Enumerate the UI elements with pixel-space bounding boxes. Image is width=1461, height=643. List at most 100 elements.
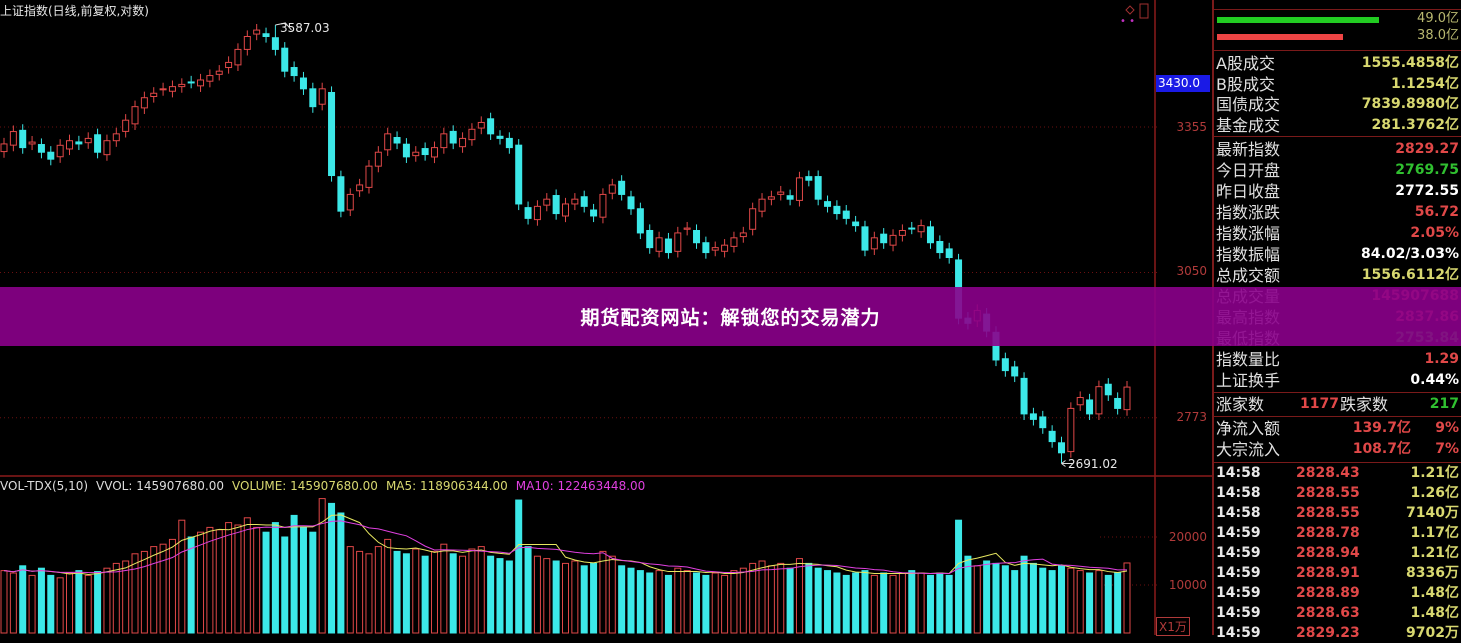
- candle-down: [580, 196, 588, 207]
- volume-bar-down: [271, 522, 279, 634]
- outflow-bar-value: 38.0亿: [1417, 28, 1459, 43]
- volume-bar-down: [515, 499, 523, 634]
- volume-indicator-name: VOL-TDX(5,10): [0, 479, 89, 493]
- volume-bar-down: [496, 558, 504, 634]
- volume-bar-up: [1076, 570, 1084, 634]
- stat-label: 指数量比: [1216, 350, 1281, 369]
- tick-time: 14:59: [1216, 625, 1261, 641]
- volume-bar-down: [590, 562, 598, 634]
- candle-up: [215, 70, 223, 75]
- candle-up: [683, 227, 691, 230]
- stat-value: 2.05%: [1410, 225, 1459, 241]
- candle-up: [711, 247, 719, 251]
- volume-bar-down: [852, 572, 860, 634]
- price-volume-chart[interactable]: • •: [0, 0, 1212, 635]
- candle-up: [206, 75, 214, 82]
- candle-up: [459, 137, 467, 148]
- candle-up: [889, 234, 897, 246]
- tick-amount: 8336万: [1406, 565, 1459, 581]
- volume-bar-down: [805, 562, 813, 634]
- volume-bar-up: [1123, 562, 1131, 634]
- volume-bar-down: [337, 512, 345, 634]
- volume-bar-up: [197, 531, 205, 634]
- candle-up: [150, 92, 158, 97]
- volume-bar-up: [318, 498, 326, 634]
- stat-value: 0.44%: [1410, 372, 1459, 388]
- candle-up: [112, 133, 120, 142]
- volume-bar-down: [964, 555, 972, 634]
- candle-up: [468, 128, 476, 141]
- tick-row: 14:58 2828.55 7140万: [1216, 503, 1459, 523]
- candle-down: [515, 144, 523, 205]
- volume-bar-up: [365, 553, 373, 634]
- volume-bar-down: [262, 531, 270, 634]
- stat-value: 1556.6112亿: [1361, 267, 1459, 283]
- candle-down: [328, 91, 336, 177]
- volume-bar-up: [777, 562, 785, 634]
- candle-up: [253, 29, 261, 35]
- candle-up: [84, 137, 92, 144]
- outflow-bar: [1217, 34, 1343, 40]
- candle-up: [56, 144, 64, 158]
- flow-row: 大宗流入 108.7亿 7%: [1216, 439, 1459, 460]
- volume-bar-up: [0, 570, 8, 634]
- candle-up: [1123, 386, 1131, 411]
- candle-down: [786, 195, 794, 200]
- candle-down: [702, 242, 710, 254]
- stat-value: 281.3762亿: [1371, 117, 1459, 134]
- stat-row: 今日开盘 2769.75: [1216, 160, 1459, 181]
- tick-amount: 1.17亿: [1410, 525, 1459, 541]
- candle-down: [505, 137, 513, 149]
- tick-row: 14:59 2828.78 1.17亿: [1216, 523, 1459, 543]
- volume-bar-up: [674, 567, 682, 634]
- candle-up: [0, 143, 8, 153]
- flow-pct: 7%: [1435, 441, 1459, 457]
- volume-bar-up: [253, 526, 261, 634]
- stat-label: 基金成交: [1216, 116, 1281, 136]
- volume-bar-down: [47, 574, 55, 634]
- volume-bar-down: [393, 550, 401, 634]
- stat-value: 1.29: [1424, 351, 1459, 367]
- candle-down: [94, 134, 102, 153]
- candle-down: [449, 130, 457, 144]
- candle-up: [168, 86, 176, 92]
- tick-amount: 1.21亿: [1410, 465, 1459, 481]
- tick-price: 2829.23: [1296, 625, 1360, 641]
- promo-banner[interactable]: 期货配资网站：解锁您的交易潜力: [0, 287, 1461, 346]
- volume-bar-up: [711, 572, 719, 634]
- volume-bar-down: [833, 572, 841, 634]
- candle-up: [66, 140, 74, 150]
- candle-down: [309, 88, 317, 108]
- volume-bar-up: [374, 546, 382, 634]
- volume-bar-down: [824, 570, 832, 634]
- candle-up: [9, 131, 17, 146]
- ma10-line: [3, 520, 1128, 574]
- price-tick: 3050: [1176, 264, 1207, 278]
- ma5-value: MA5: 118906344.00: [385, 479, 508, 493]
- candle-down: [646, 229, 654, 249]
- panel-toggle-icon: [1139, 3, 1149, 19]
- current-price-label: 3430.0: [1156, 75, 1210, 92]
- volume-bar-down: [290, 514, 298, 634]
- volume-bar-down: [281, 536, 289, 634]
- high-pointer: [275, 22, 292, 31]
- volume-bar-down: [328, 502, 336, 634]
- candle-down: [861, 226, 869, 251]
- volume-bar-up: [1067, 567, 1075, 634]
- volume-bar-up: [84, 574, 92, 634]
- volume-bar-down: [1020, 555, 1028, 634]
- candle-up: [430, 147, 438, 158]
- tick-amount: 7140万: [1406, 505, 1459, 521]
- candle-down: [693, 230, 701, 244]
- volume-bar-up: [683, 570, 691, 634]
- volume-bar-up: [917, 572, 925, 634]
- volume-bar-down: [786, 567, 794, 634]
- volume-bar-down: [524, 546, 532, 634]
- volume-bar-down: [309, 531, 317, 634]
- tick-amount: 1.21亿: [1410, 545, 1459, 561]
- volume-bar-up: [243, 517, 251, 634]
- volume-bar-up: [225, 522, 233, 634]
- candle-up: [374, 151, 382, 167]
- volume-bar-down: [955, 519, 963, 634]
- inflow-bar: [1217, 17, 1379, 23]
